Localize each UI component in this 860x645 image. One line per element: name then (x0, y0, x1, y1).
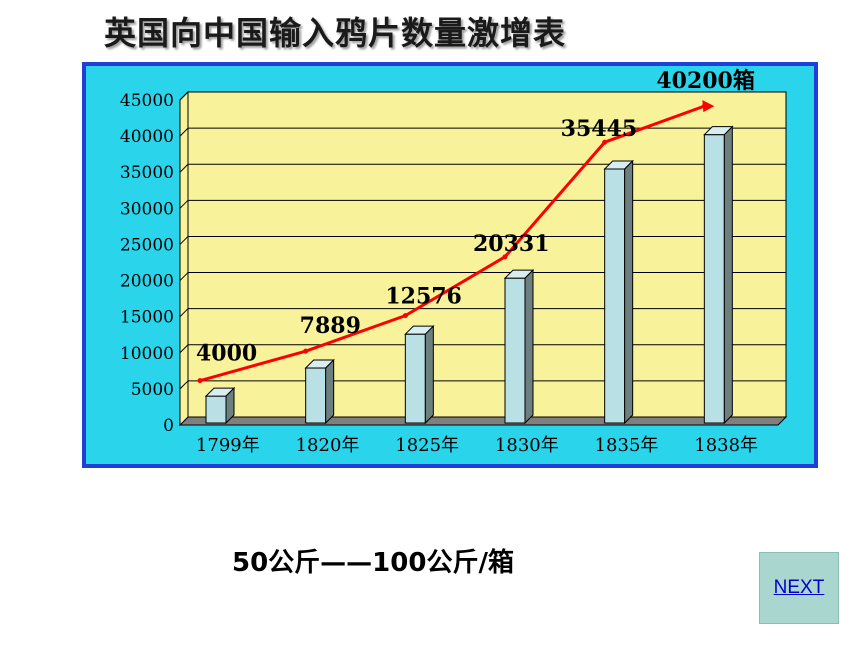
side-wall (179, 90, 189, 427)
x-tick-label: 1799年 (196, 435, 260, 456)
trend-point (197, 378, 203, 384)
unit-note: 50公斤——100公斤/箱 (232, 548, 514, 578)
gridline-side (179, 199, 189, 209)
bar (604, 168, 626, 424)
next-button[interactable]: NEXT (759, 552, 839, 624)
trend-point (701, 103, 707, 109)
y-tick-label: 30000 (120, 199, 174, 219)
gridline-side (179, 272, 189, 281)
y-tick-label: 0 (163, 416, 174, 436)
y-tick-label: 10000 (120, 344, 174, 364)
y-tick-label: 35000 (120, 163, 174, 183)
chart-floor (178, 416, 788, 426)
y-tick-label: 20000 (120, 272, 174, 292)
bar (504, 277, 526, 424)
chart-frame: 0 5000 10000 15000 20000 25000 30000 35000 40000… (82, 62, 818, 468)
data-label: 20331 (473, 231, 550, 257)
x-tick-label: 1830年 (495, 435, 559, 456)
bar (205, 395, 227, 424)
bar-side (225, 386, 235, 425)
bar-chart: 0 5000 10000 15000 20000 25000 30000 35000 40000… (120, 68, 788, 456)
bar-side (524, 268, 534, 425)
next-button-label[interactable]: NEXT (773, 577, 825, 598)
gridline-side (179, 127, 189, 137)
bar-side (624, 159, 634, 425)
y-tick-label: 40000 (120, 127, 174, 147)
gridline-side (179, 236, 189, 245)
data-label: 12576 (385, 284, 462, 310)
bar (305, 367, 327, 424)
gridline-side (179, 91, 189, 101)
bar-side (325, 358, 335, 425)
trend-arrowhead (702, 100, 715, 113)
x-tick-label: 1825年 (395, 435, 459, 456)
chart-title: 英国向中国输入鸦片数量激增表 (104, 14, 567, 52)
gridline-side (179, 308, 189, 318)
y-tick-label: 15000 (120, 308, 174, 328)
y-tick-label: 45000 (120, 91, 174, 111)
bar (703, 134, 725, 424)
gridline-side (179, 163, 189, 173)
trend-point (502, 254, 508, 260)
bar (404, 333, 426, 424)
data-label: 7889 (300, 313, 361, 339)
bar-side (424, 324, 434, 425)
y-tick-label: 5000 (131, 380, 174, 400)
x-tick-label: 1820年 (296, 435, 360, 456)
gridline-side (179, 380, 189, 390)
data-label: 4000 (196, 341, 257, 367)
bar-side (723, 125, 733, 425)
x-tick-label: 1838年 (694, 435, 758, 456)
trend-point (303, 348, 309, 354)
trend-point (602, 139, 608, 145)
gridline-side (179, 344, 189, 354)
y-tick-label: 25000 (120, 235, 174, 255)
trend-line (199, 104, 705, 383)
trend-point (402, 313, 408, 319)
data-label: 35445 (561, 116, 638, 142)
x-tick-label: 1835年 (595, 435, 659, 456)
data-label: 40200箱 (656, 68, 755, 94)
